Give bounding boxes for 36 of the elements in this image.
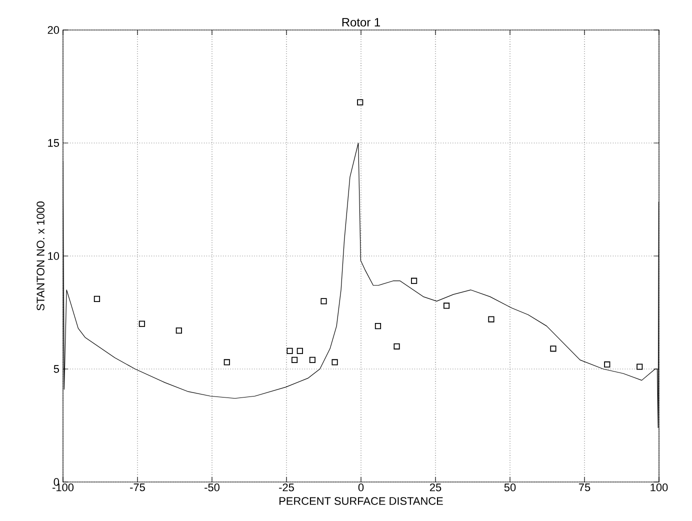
point [176, 328, 182, 334]
y-tick-label: 10 [48, 252, 60, 260]
point [374, 323, 382, 330]
y-tick-label: 15 [48, 139, 60, 147]
x-tick-label: 50 [504, 484, 516, 492]
point [357, 99, 364, 106]
x-tick-label: -75 [130, 484, 145, 492]
y-tick-label: 0 [54, 478, 60, 486]
y-tick-label: 5 [54, 365, 60, 373]
x-tick-label: 100 [650, 484, 668, 492]
point [604, 361, 610, 368]
point [296, 348, 303, 354]
point [411, 278, 418, 284]
point [292, 356, 298, 364]
point [320, 298, 327, 304]
x-tick-label: -25 [279, 484, 294, 492]
x-tick-label: 25 [430, 484, 442, 492]
point [550, 346, 556, 352]
point [332, 359, 338, 366]
y-tick-label: 20 [48, 26, 60, 34]
point [636, 364, 643, 370]
point [309, 356, 316, 364]
x-tick-label: 75 [578, 484, 590, 492]
point [94, 296, 100, 302]
point [224, 359, 230, 366]
point [138, 320, 146, 327]
point [488, 316, 494, 322]
x-tick-label: 0 [358, 484, 364, 492]
point [286, 348, 293, 354]
chart-title: Rotor 1 [342, 18, 380, 26]
y-axis-title: STANTON NO. x 1000 [36, 202, 44, 310]
x-axis-title: PERCENT SURFACE DISTANCE [280, 497, 443, 505]
x-tick-label: -50 [204, 484, 220, 492]
point [443, 302, 450, 309]
point [394, 343, 400, 350]
x-tick-label: -100 [52, 484, 74, 492]
